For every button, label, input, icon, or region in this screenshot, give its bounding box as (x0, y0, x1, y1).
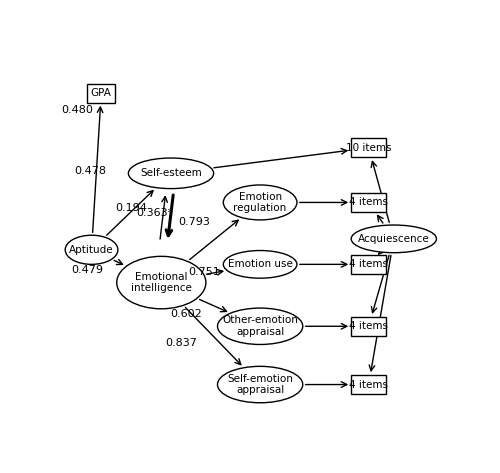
FancyBboxPatch shape (351, 138, 386, 158)
Ellipse shape (224, 251, 297, 278)
Text: Other-emotion
appraisal: Other-emotion appraisal (222, 315, 298, 337)
Text: 0.479: 0.479 (72, 265, 104, 275)
Text: 0.602: 0.602 (170, 308, 202, 318)
Ellipse shape (351, 225, 436, 253)
Text: 4 items: 4 items (349, 379, 388, 390)
Text: 0.837: 0.837 (165, 338, 196, 348)
Ellipse shape (117, 256, 206, 309)
Text: 4 items: 4 items (349, 321, 388, 331)
Text: GPA: GPA (91, 88, 112, 98)
FancyBboxPatch shape (88, 84, 115, 103)
Text: 0.751: 0.751 (188, 267, 220, 277)
Ellipse shape (65, 235, 118, 264)
Ellipse shape (128, 158, 214, 189)
Text: 10 items: 10 items (346, 143, 392, 153)
Text: Aptitude: Aptitude (69, 245, 114, 255)
Text: Self-esteem: Self-esteem (140, 168, 202, 178)
Text: Emotion use: Emotion use (228, 259, 292, 269)
Text: Emotion
regulation: Emotion regulation (234, 192, 287, 213)
Ellipse shape (218, 366, 303, 403)
Text: 0.363*: 0.363* (136, 209, 173, 219)
FancyBboxPatch shape (351, 255, 386, 274)
Text: 0.480: 0.480 (62, 105, 93, 114)
Text: 4 items: 4 items (349, 197, 388, 208)
Text: 0.194: 0.194 (116, 203, 148, 213)
FancyBboxPatch shape (351, 375, 386, 394)
Ellipse shape (224, 185, 297, 220)
Text: 4 items: 4 items (349, 259, 388, 269)
Text: Acquiescence: Acquiescence (358, 234, 430, 244)
Text: 0.793: 0.793 (178, 218, 210, 228)
Text: Emotional
intelligence: Emotional intelligence (131, 272, 192, 293)
Ellipse shape (218, 308, 303, 344)
Text: Self-emotion
appraisal: Self-emotion appraisal (227, 374, 293, 395)
FancyBboxPatch shape (351, 317, 386, 336)
FancyBboxPatch shape (351, 193, 386, 212)
Text: 0.478: 0.478 (74, 166, 106, 176)
